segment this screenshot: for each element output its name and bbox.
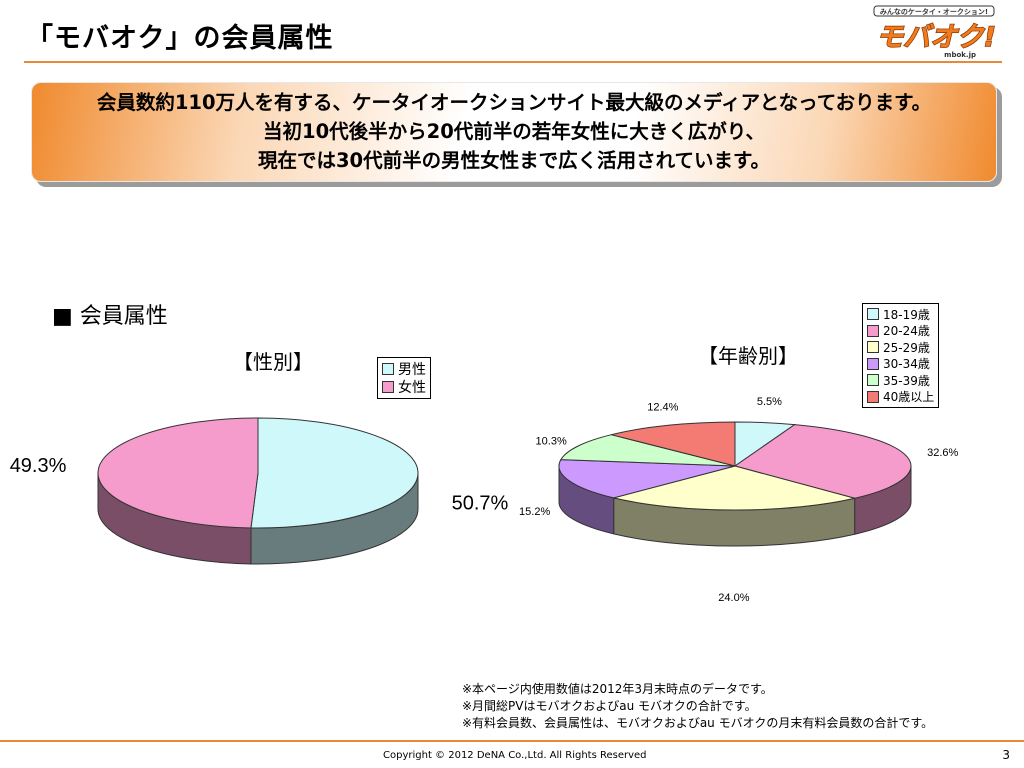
summary-banner: 会員数約110万人を有する、ケータイオークションサイト最大級のメディアとなってお… (31, 82, 997, 182)
banner-line-3: 現在では30代前半の男性女性まで広く活用されています。 (257, 149, 771, 172)
age-legend-swatch (867, 374, 879, 387)
age-legend: 18-19歳 20-24歳 25-29歳 30-34歳 35-39歳 40歳以上 (862, 303, 940, 408)
gender-chart-title: 【性別】 (233, 350, 313, 374)
gender-legend-item: 女性 (382, 378, 426, 396)
age-legend-item: 18-19歳 (867, 306, 934, 323)
banner-line-2: 当初10代後半から20代前半の若年女性に大きく広がり、 (263, 120, 765, 143)
age-legend-label: 20-24歳 (883, 324, 930, 339)
age-pie: 5.5% 32.6% 24.0% 15.2% 10.3% 12.4% (519, 396, 958, 604)
footnotes: ※本ページ内使用数値は2012年3月末時点のデータです。 ※月間総PVはモバオク… (462, 681, 933, 732)
age-legend-swatch (867, 324, 879, 337)
age-legend-item: 25-29歳 (867, 339, 934, 356)
age-slice (559, 434, 736, 467)
age-legend-label: 40歳以上 (883, 390, 935, 405)
age-data-label: 12.4% (647, 401, 678, 413)
age-data-label: 5.5% (757, 396, 782, 408)
age-slice (558, 459, 736, 499)
gender-legend-label: 女性 (398, 380, 426, 396)
age-slice (733, 424, 912, 499)
gender-slice (97, 417, 259, 529)
banner-line-1: 会員数約110万人を有する、ケータイオークションサイト最大級のメディアとなってお… (96, 91, 932, 114)
gender-legend-label: 男性 (398, 362, 426, 378)
footnote-1: ※本ページ内使用数値は2012年3月末時点のデータです。 (462, 682, 773, 696)
age-legend-label: 18-19歳 (883, 307, 930, 322)
page-number: 3 (1002, 748, 1010, 762)
title-divider (24, 61, 1002, 63)
age-legend-swatch (867, 341, 879, 354)
gender-slice (250, 417, 419, 529)
logo-url: mbok.jp (944, 51, 976, 59)
gender-legend-swatch (382, 363, 394, 375)
age-chart-title: 【年齢別】 (698, 344, 798, 368)
age-slice (611, 421, 736, 467)
page-title: 「モバオク」の会員属性 (26, 23, 334, 54)
age-data-label: 32.6% (927, 447, 958, 459)
mobaoku-logo: みんなのケータイ・オークション! モバオク! mbok.jp (873, 5, 997, 59)
gender-data-label: 50.7% (452, 493, 509, 515)
gender-pie: 50.7% 49.3% (10, 417, 509, 565)
age-slice (613, 465, 855, 511)
age-legend-swatch (867, 308, 879, 321)
copyright: Copyright © 2012 DeNA Co.,Ltd. All Right… (383, 750, 647, 761)
age-legend-label: 35-39歳 (883, 373, 930, 388)
age-legend-item: 30-34歳 (867, 356, 934, 373)
age-legend-label: 25-29歳 (883, 340, 930, 355)
age-legend-label: 30-34歳 (883, 357, 930, 372)
age-legend-item: 20-24歳 (867, 323, 934, 340)
footer-divider (0, 740, 1024, 742)
age-data-label: 15.2% (519, 506, 550, 518)
age-legend-swatch (867, 390, 879, 403)
age-legend-item: 40歳以上 (867, 389, 934, 406)
gender-data-label: 49.3% (10, 455, 67, 477)
age-data-label: 24.0% (718, 592, 749, 604)
age-legend-swatch (867, 357, 879, 370)
gender-legend-swatch (382, 381, 394, 393)
section-title: ■ 会員属性 (52, 304, 168, 329)
logo-brand: モバオク! (876, 22, 996, 53)
gender-legend: 男性 女性 (377, 357, 431, 399)
footnote-2: ※月間総PVはモバオクおよびau モバオクの合計です。 (462, 699, 757, 713)
logo-tagline: みんなのケータイ・オークション! (880, 7, 988, 16)
gender-legend-item: 男性 (382, 360, 426, 378)
age-legend-item: 35-39歳 (867, 372, 934, 389)
footnote-3: ※有料会員数、会員属性は、モバオクおよびau モバオクの月末有料会員数の合計です… (462, 716, 934, 730)
age-data-label: 10.3% (536, 435, 567, 447)
